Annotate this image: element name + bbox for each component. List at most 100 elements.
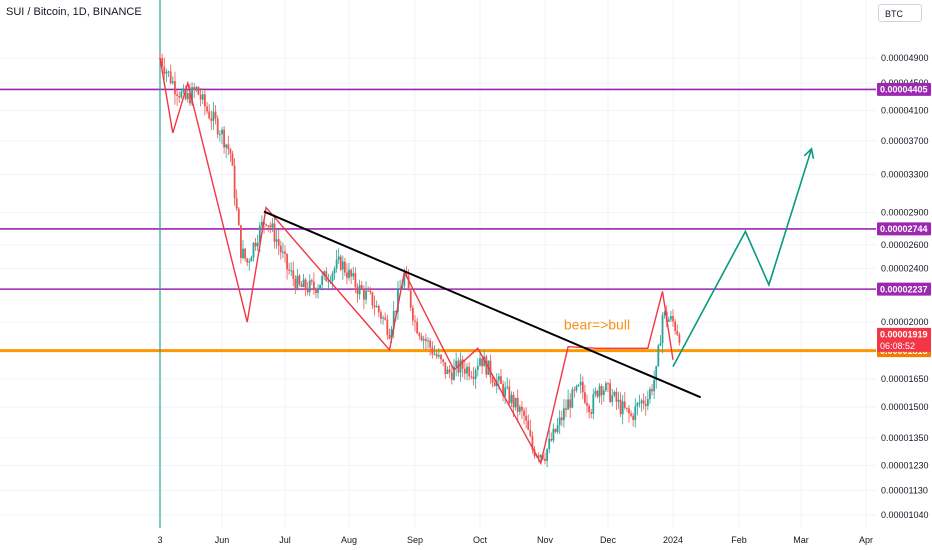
candle-body [672,316,674,322]
candle-body [300,284,303,287]
candle-body [512,394,515,408]
candle-body [544,458,546,461]
candle-body [463,368,466,374]
candle-body [518,406,521,412]
candle-body [613,391,616,396]
candle-body [290,270,293,272]
candle-body [502,383,504,396]
candle-body [386,319,389,335]
trendline [263,210,702,399]
resistance-price-label-bg [877,82,931,96]
candle-body [319,284,321,289]
candle-body [667,319,670,322]
candle-body [365,290,367,300]
candle-body [636,403,639,407]
candle-body [298,275,301,285]
time-axis[interactable]: 3 Jun Jul Aug Sep Oct Nov Dec 2024 Feb Mar Apr [157,535,873,545]
candle-body [550,438,553,441]
candle-body [567,399,569,410]
candle-body [360,285,363,290]
candle-body [552,428,555,441]
candle-body [440,355,442,360]
candle-body [163,66,166,74]
candle-body [367,290,370,292]
candle-body [377,306,380,313]
chart-grid [0,0,876,528]
candle-body [277,239,280,246]
candle-body [433,353,436,355]
candle-body [429,340,432,348]
candle-body [476,365,479,371]
candle-body [214,111,217,119]
candle-body [231,153,234,166]
candle-body [642,400,645,404]
candle-body [333,268,336,274]
candle-body [448,369,451,373]
candlestick-series [159,52,681,468]
candle-body [373,305,376,308]
candle-body [611,395,614,402]
candle-body [225,144,228,148]
candle-body [165,71,168,74]
candle-body [594,390,597,395]
candle-body [292,270,295,279]
candle-body [401,285,404,290]
candle-body [282,251,284,253]
candle-body [431,347,434,355]
candle-body [244,248,246,259]
horizontal-levels [0,88,876,353]
candle-body [602,390,605,396]
candle-body [525,415,528,421]
candle-body [279,245,282,253]
candle-body [422,338,425,341]
candle-body [218,134,221,136]
time-tick-label: Aug [341,535,357,545]
candle-body [254,242,257,247]
candle-body [265,224,267,226]
time-tick-label: Dec [600,535,617,545]
candle-body [350,269,353,277]
candle-body [663,311,666,316]
candle-body [288,269,291,271]
chart-title: SUI / Bitcoin, 1D, BINANCE [6,6,142,18]
candle-body [670,316,672,320]
candle-body [246,258,249,263]
candle-body [531,436,534,450]
candle-body [416,321,419,334]
time-tick-label: Jul [279,535,291,545]
time-tick-label: 2024 [663,535,683,545]
price-tick-label: 0.00004900 [881,53,929,63]
candle-body [235,198,238,209]
candle-body [269,225,272,228]
candle-body [607,383,609,385]
candle-body [661,315,664,344]
candle-body [493,382,496,387]
candle-body [516,397,519,412]
candle-body [640,400,643,403]
candle-body [500,376,502,384]
unit-button[interactable]: BTC [878,4,922,22]
candle-body [390,329,393,339]
candle-body [212,111,215,121]
candle-body [223,129,225,148]
price-tick-label: 0.00003700 [881,136,929,146]
candle-body [450,372,453,380]
candle-body [634,406,637,420]
annotation-bear-bull: bear=>bull [564,317,630,333]
candle-body [485,356,488,375]
projection-path [672,148,813,367]
candle-body [655,365,658,381]
candle-body [659,343,662,346]
candle-body [674,321,677,331]
candle-body [563,408,565,421]
candle-body [203,94,206,107]
candle-body [388,334,391,339]
candle-body [335,259,338,269]
candle-body [352,273,355,277]
candle-body [346,272,348,278]
candle-body [321,275,324,285]
candle-body [331,273,334,282]
time-tick-label: Sep [407,535,423,545]
candle-body [596,390,599,397]
